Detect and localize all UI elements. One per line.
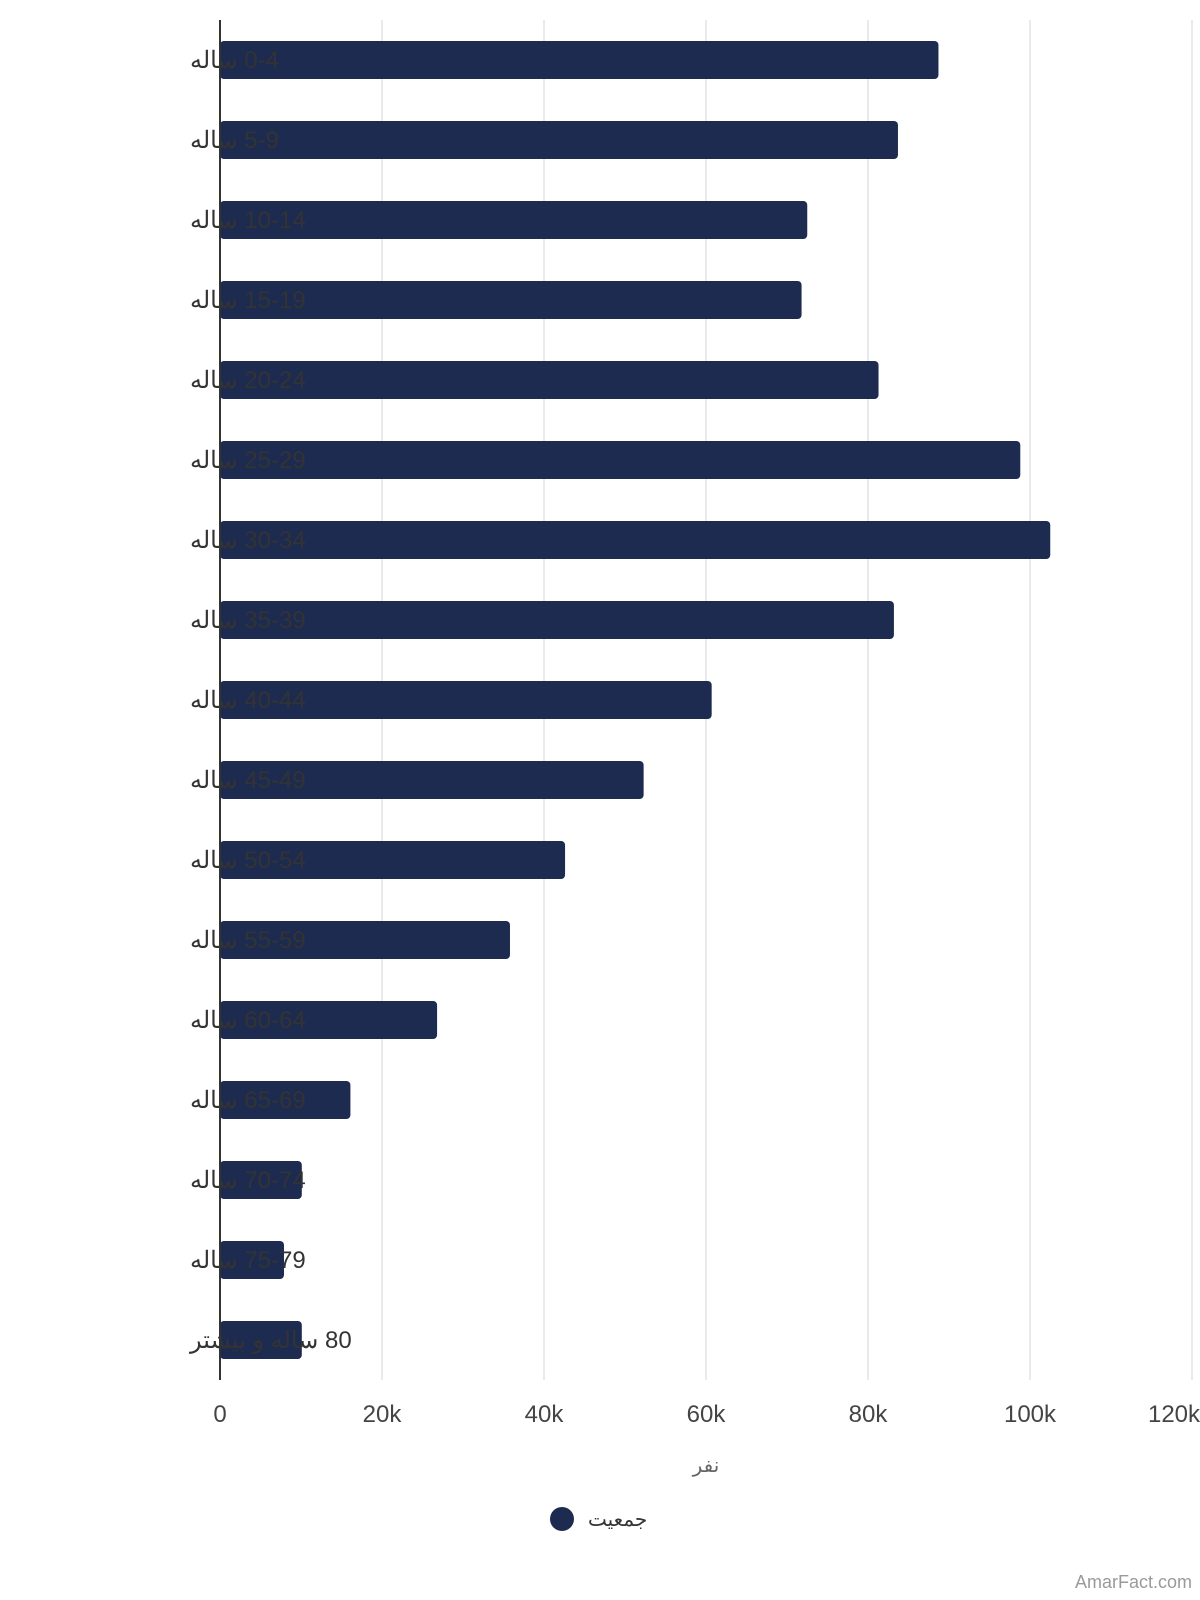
bar[interactable] <box>220 121 898 159</box>
bar[interactable] <box>220 761 644 799</box>
category-label: 60-64 ساله <box>190 1007 306 1034</box>
bar[interactable] <box>220 1321 302 1359</box>
x-tick-labels: 0 20k 40k 60k 80k 100k 120k <box>213 1401 1200 1428</box>
category-label: 45-49 ساله <box>190 767 306 794</box>
category-label: 80 ساله و بیشتر <box>189 1327 352 1354</box>
category-label: 40-44 ساله <box>190 687 306 714</box>
category-label: 55-59 ساله <box>190 927 306 954</box>
category-label: 10-14 ساله <box>190 207 306 234</box>
category-label: 20-24 ساله <box>190 367 306 394</box>
bar[interactable] <box>220 601 894 639</box>
legend-marker <box>550 1507 574 1531</box>
x-tick-label: 20k <box>363 1401 403 1428</box>
bar[interactable] <box>220 361 879 399</box>
category-labels: 0-4 ساله 5-9 ساله 10-14 ساله 15-19 ساله 20-2… <box>189 47 352 1354</box>
legend-label: جمعیت <box>588 1507 647 1531</box>
bar[interactable] <box>220 681 712 719</box>
watermark: AmarFact.com <box>1075 1572 1192 1592</box>
bar[interactable] <box>220 1161 302 1199</box>
bar[interactable] <box>220 1001 438 1039</box>
x-tick-label: 100k <box>1004 1401 1057 1428</box>
category-label: 35-39 ساله <box>190 607 306 634</box>
bar[interactable] <box>220 841 566 879</box>
bars <box>220 41 1051 1359</box>
legend[interactable]: جمعیت <box>550 1507 647 1531</box>
x-tick-label: 80k <box>849 1401 889 1428</box>
category-label: 50-54 ساله <box>190 847 306 874</box>
category-label: 30-34 ساله <box>190 527 306 554</box>
category-label: 75-79 ساله <box>190 1247 306 1274</box>
x-tick-label: 120k <box>1148 1401 1200 1428</box>
category-label: 5-9 ساله <box>190 127 279 154</box>
bar[interactable] <box>220 1241 284 1279</box>
bar[interactable] <box>220 41 939 79</box>
category-label: 65-69 ساله <box>190 1087 306 1114</box>
category-label: 25-29 ساله <box>190 447 306 474</box>
x-tick-label: 40k <box>525 1401 565 1428</box>
bar[interactable] <box>220 521 1051 559</box>
bar[interactable] <box>220 281 802 319</box>
bar[interactable] <box>220 201 808 239</box>
bar[interactable] <box>220 1081 351 1119</box>
bar[interactable] <box>220 441 1021 479</box>
category-label: 0-4 ساله <box>190 47 279 74</box>
bar[interactable] <box>220 921 510 959</box>
x-axis-title: نفر <box>692 1453 720 1477</box>
category-label: 15-19 ساله <box>190 287 306 314</box>
category-label: 70-74 ساله <box>190 1167 306 1194</box>
x-tick-label: 0 <box>213 1401 226 1428</box>
x-tick-label: 60k <box>687 1401 727 1428</box>
